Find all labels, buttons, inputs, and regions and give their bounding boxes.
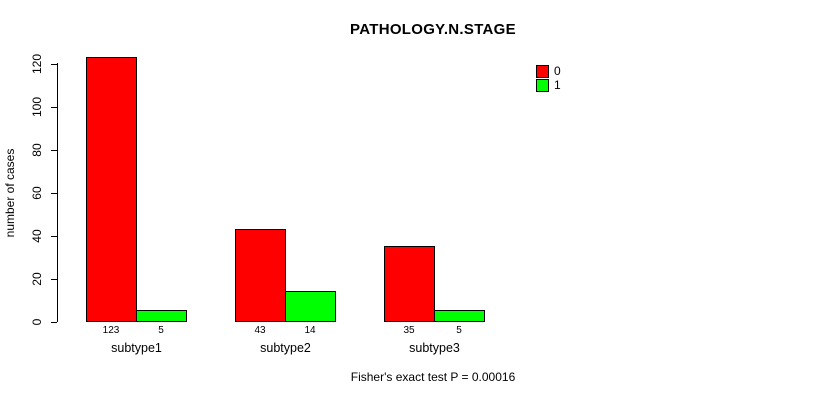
y-tick-mark — [51, 322, 57, 323]
legend-swatch-0 — [536, 65, 549, 78]
bar-subtype2-group1 — [285, 291, 336, 322]
bar-value-label: 5 — [456, 325, 462, 336]
category-label-subtype1: subtype1 — [111, 341, 162, 355]
y-axis-line — [57, 63, 58, 322]
legend-label-1: 1 — [554, 78, 561, 92]
bar-subtype3-group1 — [434, 310, 485, 322]
category-label-subtype3: subtype3 — [409, 341, 460, 355]
bar-value-label: 43 — [254, 325, 266, 336]
bar-subtype1-group0 — [86, 57, 137, 322]
y-tick-mark — [51, 64, 57, 65]
bar-subtype3-group0 — [384, 246, 435, 322]
y-tick-mark — [51, 107, 57, 108]
chart-title: PATHOLOGY.N.STAGE — [350, 21, 516, 38]
y-tick-mark — [51, 193, 57, 194]
bar-subtype1-group1 — [136, 310, 187, 322]
y-tick-label: 0 — [30, 318, 44, 326]
bar-value-label: 5 — [158, 325, 164, 336]
y-tick-label: 120 — [30, 53, 44, 75]
legend-label-0: 0 — [554, 64, 561, 78]
category-label-subtype2: subtype2 — [260, 341, 311, 355]
bar-subtype2-group0 — [235, 229, 286, 322]
y-tick-label: 40 — [30, 229, 44, 243]
y-tick-label: 80 — [30, 143, 44, 157]
y-tick-label: 100 — [30, 96, 44, 118]
y-tick-label: 60 — [30, 186, 44, 200]
annotation-text: Fisher's exact test P = 0.00016 — [350, 370, 516, 384]
y-axis-label: number of cases — [3, 148, 17, 238]
y-tick-mark — [51, 279, 57, 280]
bar-value-label: 35 — [403, 325, 415, 336]
legend-swatch-1 — [536, 79, 549, 92]
y-tick-mark — [51, 236, 57, 237]
y-tick-label: 20 — [30, 272, 44, 286]
y-tick-mark — [51, 150, 57, 151]
bar-value-label: 14 — [304, 325, 316, 336]
bar-value-label: 123 — [102, 325, 120, 336]
